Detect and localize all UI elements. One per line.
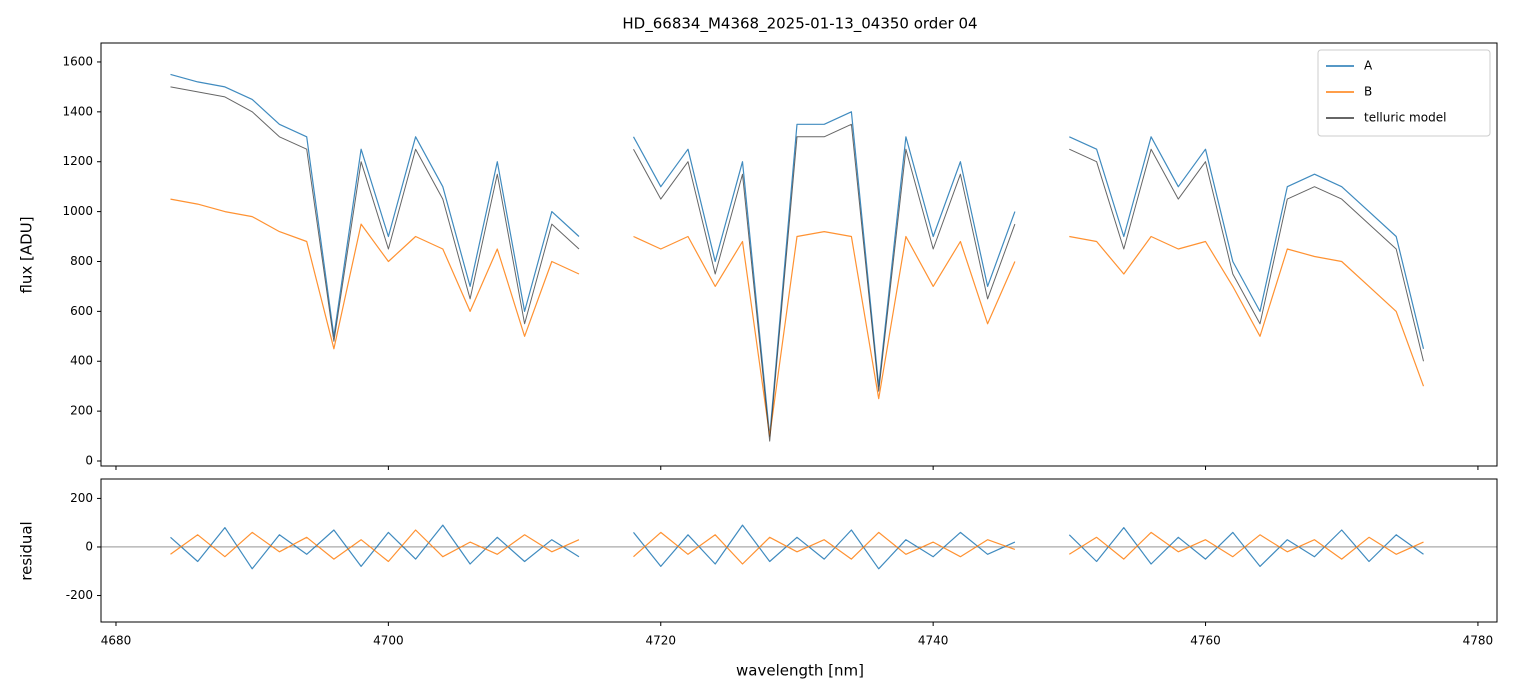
series-line [170, 198, 1425, 437]
series-line [170, 529, 1424, 565]
y-tick-label: 200 [70, 491, 93, 505]
x-tick-label: 4760 [1190, 634, 1221, 648]
legend-label: telluric model [1364, 111, 1446, 125]
series-line [170, 73, 1425, 437]
y-tick-label: 600 [70, 304, 93, 318]
y-tick-label: 0 [85, 539, 93, 553]
y-tick-label: 200 [70, 404, 93, 418]
x-axis-label: wavelength [nm] [736, 662, 864, 680]
y-axis-label: residual [18, 521, 36, 580]
x-tick-label: 4720 [645, 634, 676, 648]
y-tick-label: 400 [70, 354, 93, 368]
x-tick-label: 4740 [918, 634, 949, 648]
x-tick-label: 4700 [373, 634, 404, 648]
legend-box [1317, 49, 1491, 137]
plot-frame [100, 478, 1498, 623]
series-line [170, 86, 1424, 442]
y-tick-label: 1600 [62, 54, 93, 68]
y-axis-label: flux [ADU] [18, 216, 36, 293]
y-tick-label: 1400 [62, 104, 93, 118]
x-tick-label: 4780 [1463, 634, 1494, 648]
series-line [170, 524, 1424, 570]
legend-label: A [1364, 59, 1373, 73]
y-tick-label: 1000 [62, 204, 93, 218]
plot-frame [100, 42, 1498, 467]
chart-title: HD_66834_M4368_2025-01-13_04350 order 04 [622, 15, 977, 34]
x-tick-label: 4680 [101, 634, 132, 648]
legend-label: B [1364, 85, 1372, 99]
y-tick-label: 800 [70, 254, 93, 268]
y-tick-label: -200 [66, 588, 93, 602]
y-tick-label: 0 [85, 454, 93, 468]
y-tick-label: 1200 [62, 154, 93, 168]
